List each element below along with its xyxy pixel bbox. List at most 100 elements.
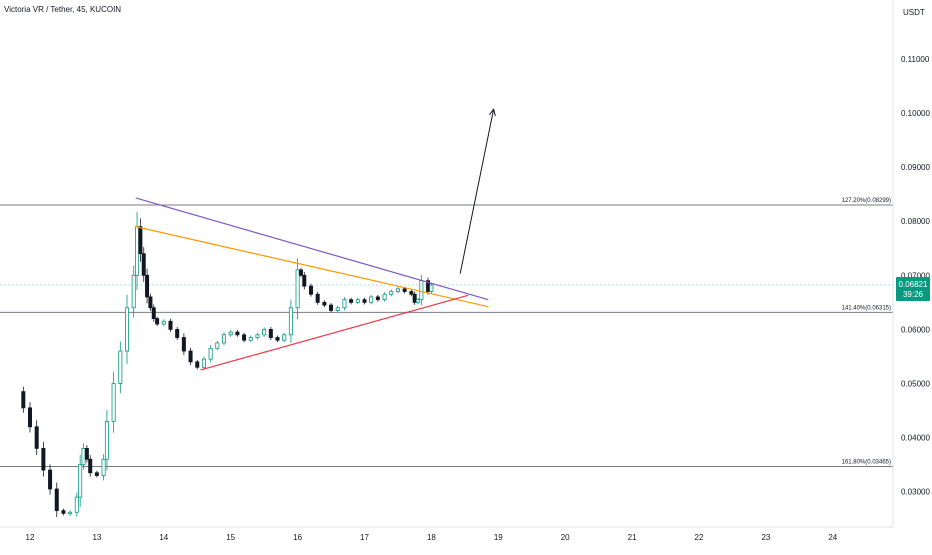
candle: [255, 334, 260, 338]
projection-arrow[interactable]: [459, 108, 496, 274]
candle: [68, 511, 73, 515]
candle: [41, 448, 46, 471]
x-tick-label: 12: [26, 533, 35, 542]
candle: [188, 350, 193, 363]
x-tick-label: 24: [828, 533, 837, 542]
candle: [429, 284, 434, 292]
candle: [61, 510, 66, 514]
candle: [201, 358, 206, 368]
candle: [295, 269, 300, 309]
x-tick-label: 17: [360, 533, 369, 542]
candle: [175, 328, 180, 338]
candle: [181, 337, 186, 352]
time-axis-labels: 12 13 14 15 16 17 18 19 20 21 22 23 24: [26, 533, 838, 542]
orange-trendline: [135, 226, 489, 308]
candle: [81, 448, 86, 466]
candle: [242, 334, 247, 341]
y-tick-label: 0.11000: [901, 55, 930, 64]
candle: [248, 337, 253, 341]
x-tick-label: 20: [561, 533, 570, 542]
candle: [302, 274, 307, 287]
y-tick-label: 0.04000: [901, 434, 930, 443]
red-trendline: [200, 294, 469, 371]
y-tick-label: 0.09000: [901, 163, 930, 172]
price-badge-price: 0.06821: [899, 280, 928, 289]
arrow-head: [488, 108, 496, 117]
candle: [48, 469, 53, 490]
x-tick-label: 19: [494, 533, 503, 542]
x-tick-label: 22: [695, 533, 704, 542]
candle: [355, 299, 360, 303]
price-badge-countdown: 39:26: [903, 290, 924, 299]
candle: [54, 488, 59, 512]
y-tick-label: 0.10000: [901, 109, 930, 118]
candle: [298, 269, 303, 276]
candle: [195, 361, 200, 368]
x-tick-label: 13: [92, 533, 101, 542]
y-tick-label: 0.07000: [901, 271, 930, 280]
price-axis-labels: 0.03000 0.04000 0.05000 0.06000 0.07000 0.080…: [901, 55, 930, 497]
candle: [208, 347, 213, 360]
candle: [101, 458, 106, 476]
y-tick-label: 0.05000: [901, 380, 930, 389]
candle: [402, 288, 407, 292]
candle: [308, 285, 313, 295]
fibonacci-levels: 127.20%(0.08299) 141.40%(0.06315) 161.80%(…: [0, 198, 893, 468]
candle: [315, 293, 320, 303]
candle: [141, 253, 146, 276]
candle: [228, 331, 233, 336]
candle: [111, 383, 116, 422]
candle: [94, 472, 99, 476]
trendlines[interactable]: [135, 197, 489, 371]
price-series: [21, 212, 434, 518]
candle: [282, 334, 287, 341]
candle: [145, 274, 150, 298]
x-tick-label: 16: [293, 533, 302, 542]
candle: [118, 350, 123, 384]
candle: [138, 226, 143, 255]
candle: [349, 299, 354, 303]
candle: [275, 337, 280, 341]
x-tick-label: 15: [226, 533, 235, 542]
candle: [416, 299, 421, 303]
candle: [21, 391, 26, 409]
price-badge-bg: [896, 276, 930, 301]
candle: [84, 448, 89, 460]
candle: [235, 331, 240, 336]
candle: [362, 299, 367, 303]
candle: [155, 318, 160, 325]
candle: [419, 280, 424, 301]
candle: [369, 296, 374, 303]
candle: [215, 342, 220, 349]
candle: [288, 307, 293, 336]
candle: [161, 320, 166, 325]
candle: [375, 296, 380, 301]
arrow-shaft: [459, 109, 495, 274]
purple-trendline: [135, 197, 489, 301]
candle: [34, 426, 39, 449]
candle: [74, 496, 79, 513]
candle: [342, 299, 347, 309]
candle: [322, 301, 327, 306]
fib-level-label: 161.80%(0.03465): [842, 460, 891, 466]
candle: [27, 407, 32, 428]
candle: [131, 274, 136, 309]
y-tick-label: 0.06000: [901, 325, 930, 334]
candle: [335, 307, 340, 311]
candle: [262, 328, 267, 336]
candle: [329, 304, 334, 311]
candle: [104, 420, 109, 460]
candle: [222, 334, 227, 344]
candle: [389, 291, 394, 295]
candle: [151, 307, 156, 319]
candle: [135, 226, 140, 276]
candle: [125, 307, 130, 352]
currency-label: USDT: [903, 8, 925, 17]
candle: [88, 458, 93, 474]
fib-level-label: 141.40%(0.06315): [842, 305, 891, 311]
x-tick-label: 21: [628, 533, 637, 542]
axes: [0, 0, 894, 528]
